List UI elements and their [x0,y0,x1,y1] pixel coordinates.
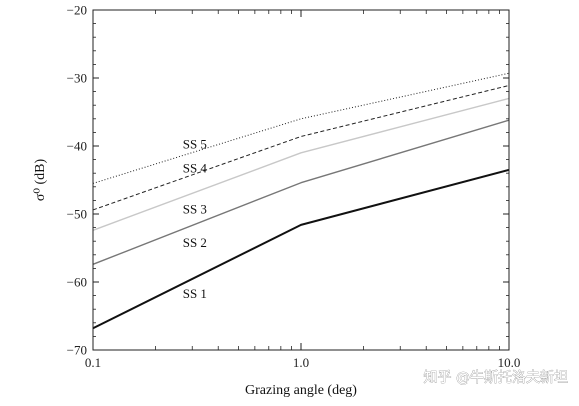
series-line-3 [92,97,510,231]
x-tick-label: 0.1 [85,355,101,370]
series-line-2 [92,119,510,265]
watermark-text: 知乎 @牛斯托洛夫新坦 [424,369,568,386]
series-label-5: SS 5 [183,136,207,151]
series-line-4 [92,84,510,211]
series-labels: SS 1 SS 2 SS 3 SS 4 SS 5 [183,136,208,301]
axis-ticks: −20 −30 −40 −50 −60 −700.1 1.0 10.0 [67,3,521,371]
series-label-2: SS 2 [183,235,207,250]
series-line-1 [92,168,510,330]
series-line-5 [92,72,510,184]
plot-frame [92,9,510,351]
y-tick-label: −30 [67,71,87,86]
series-label-1: SS 1 [183,286,207,301]
y-tick-label: −50 [67,207,87,222]
y-tick-label: −70 [67,343,87,358]
y-axis-title: σ⁰ (dB) [33,159,48,202]
x-tick-label: 10.0 [498,355,521,370]
x-tick-label: 1.0 [293,355,309,370]
y-tick-label: −20 [67,3,87,18]
y-tick-label: −60 [67,275,87,290]
series-label-3: SS 3 [183,202,207,217]
y-tick-label: −40 [67,139,87,154]
plot-border [92,9,510,351]
series-group [92,72,510,330]
x-axis-title: Grazing angle (deg) [245,383,357,398]
series-label-4: SS 4 [183,160,208,175]
